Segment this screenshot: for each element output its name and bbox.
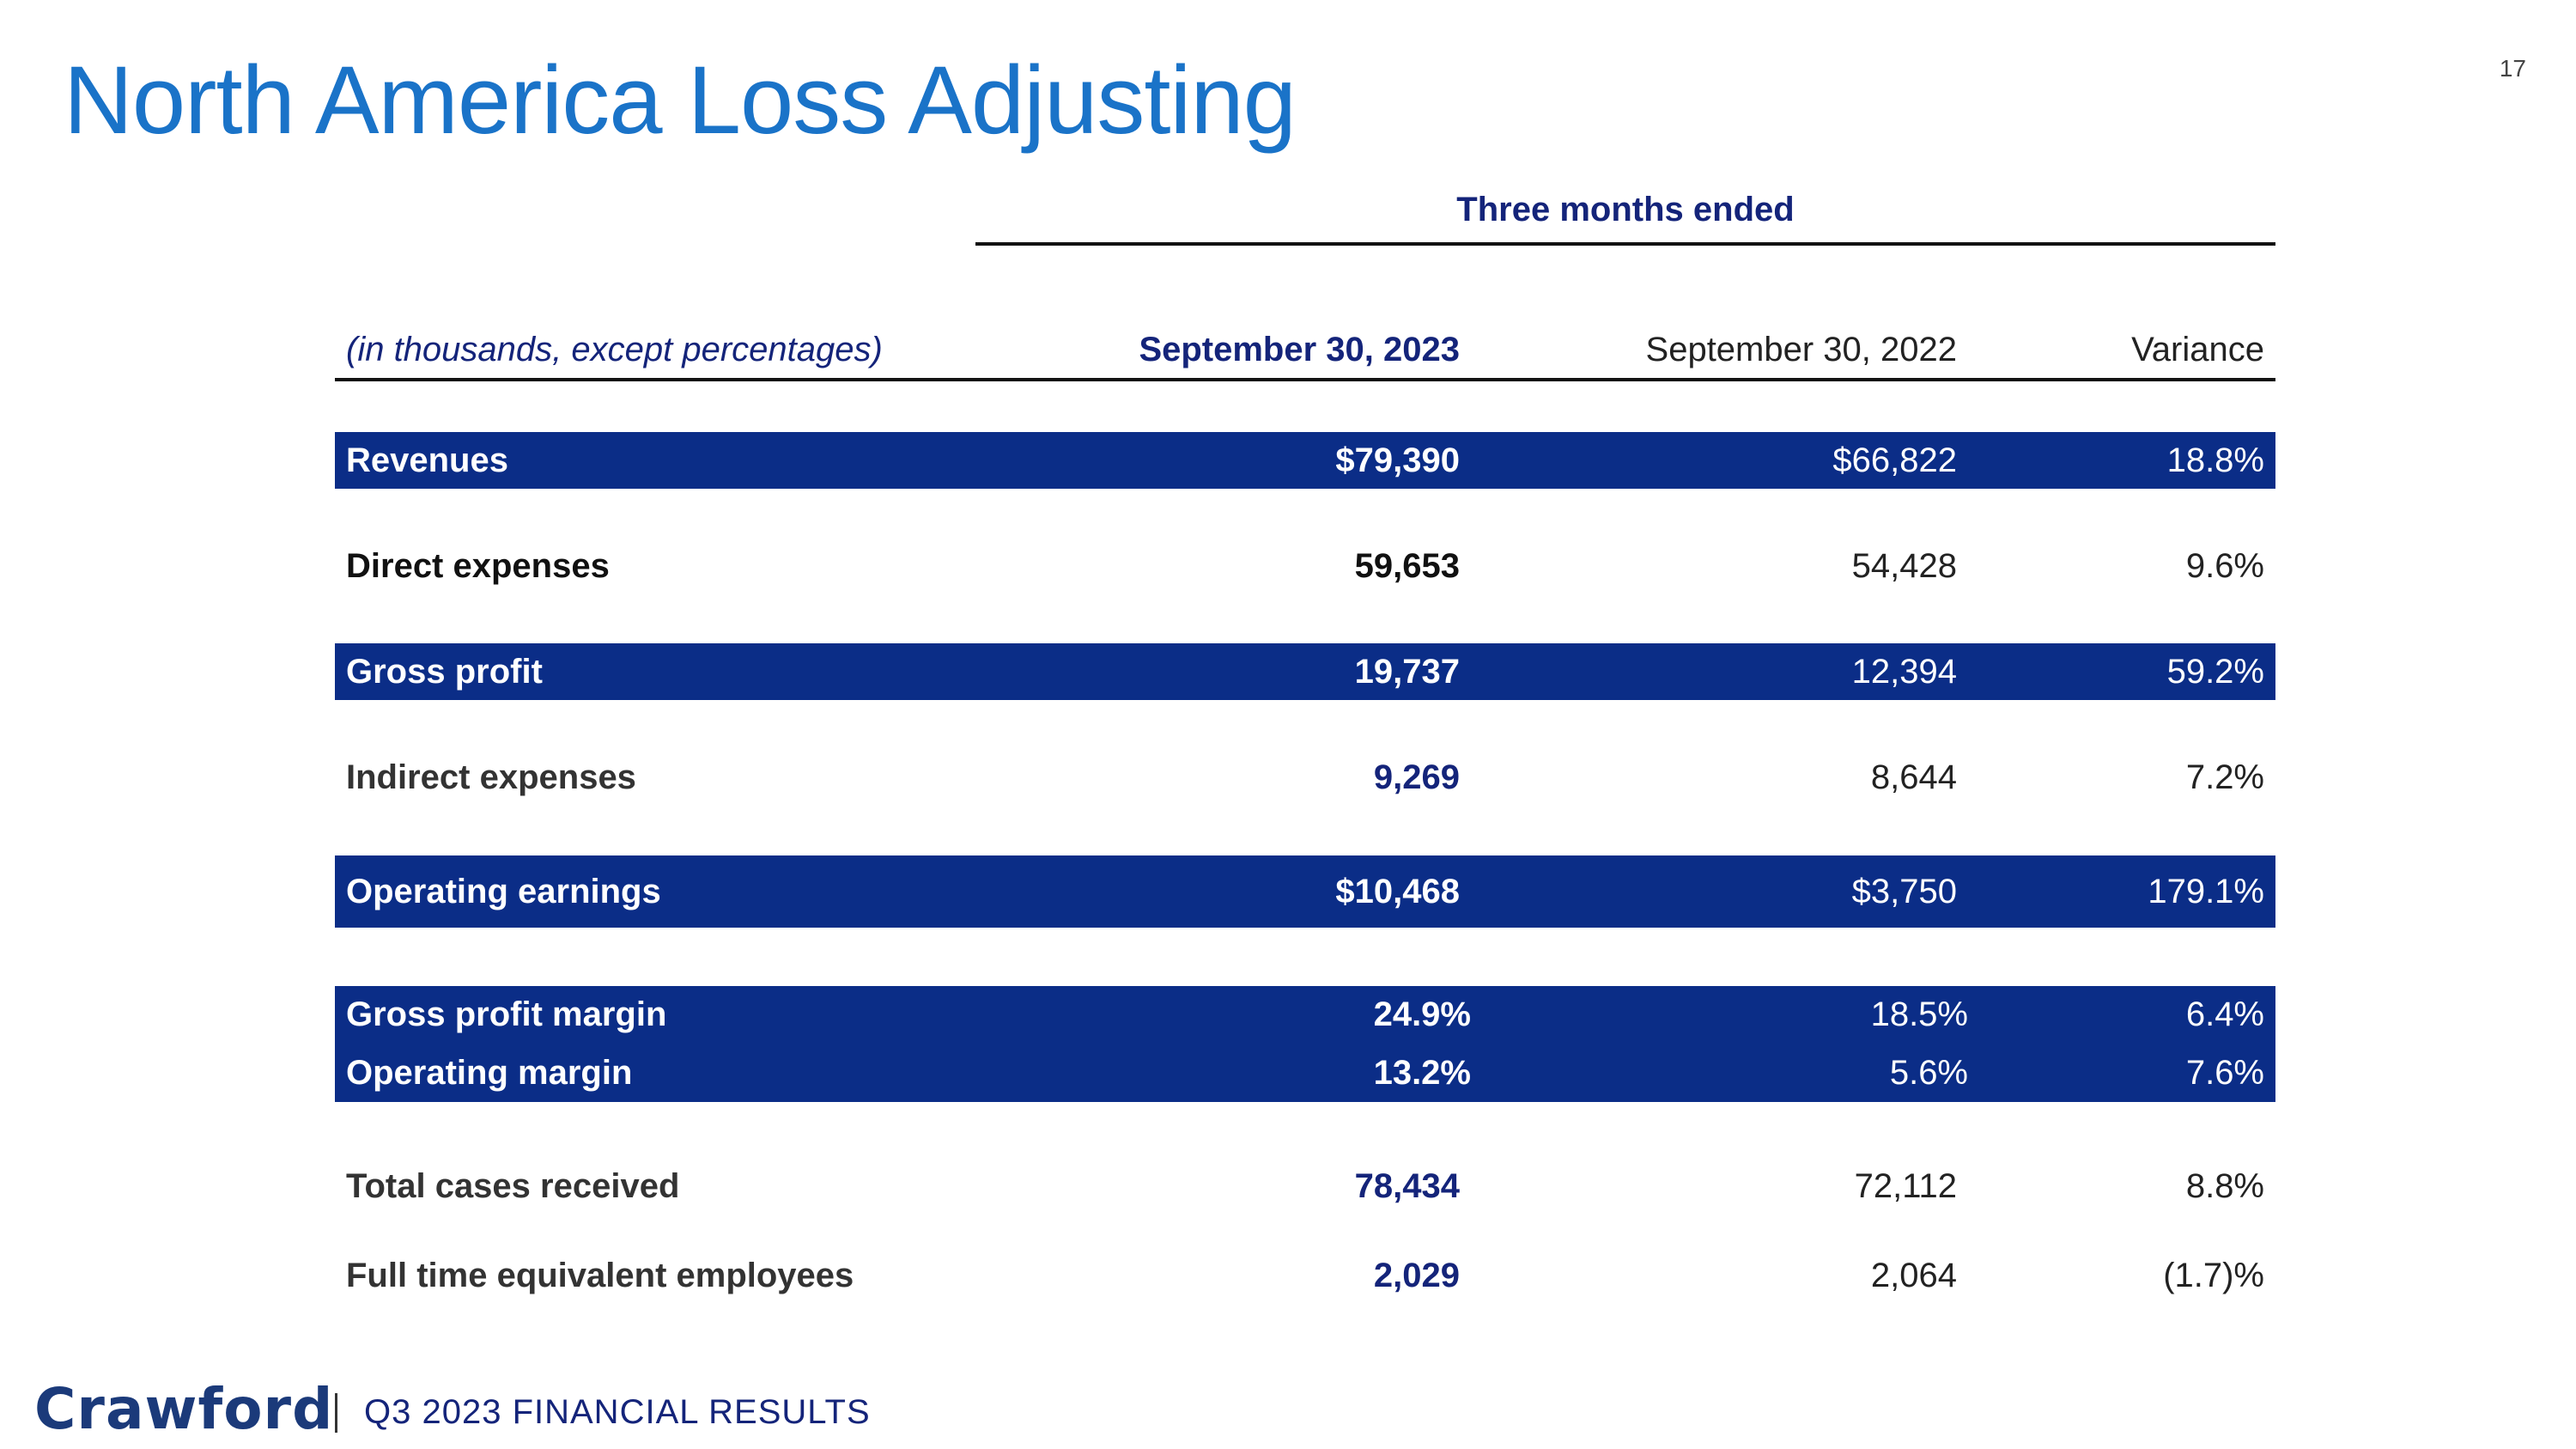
row-label: Gross profit margin: [346, 995, 667, 1033]
row-variance: 7.2%: [2185, 758, 2264, 796]
row-variance: 59.2%: [2166, 652, 2264, 691]
row-current: $10,468: [1335, 872, 1460, 910]
row-current: $79,390: [1335, 441, 1460, 479]
row-prior: 2,064: [1870, 1256, 1957, 1294]
row-variance: 179.1%: [2148, 872, 2264, 910]
row-current: 24.9%: [1373, 995, 1471, 1033]
row-current: 13.2%: [1373, 1053, 1471, 1092]
row-prior: $3,750: [1851, 872, 1957, 910]
page-title: North America Loss Adjusting: [64, 46, 1297, 154]
row-label: Direct expenses: [346, 546, 610, 585]
crawford-logo: Crawford: [34, 1376, 334, 1442]
header-variance: Variance: [2131, 330, 2264, 368]
row-label: Total cases received: [346, 1166, 680, 1205]
row-label: Gross profit: [346, 652, 543, 691]
row-current: 59,653: [1354, 546, 1460, 585]
row-prior: $66,822: [1832, 441, 1957, 479]
table-row-gross-profit-margin: Gross profit margin 24.9% 18.5% 6.4%: [335, 986, 2275, 1044]
table-row-fte-employees: Full time equivalent employees 2,029 2,0…: [335, 1247, 2275, 1304]
row-current: 2,029: [1373, 1256, 1460, 1294]
row-prior: 12,394: [1851, 652, 1957, 691]
header-label: (in thousands, except percentages): [346, 330, 883, 368]
table-row-total-cases: Total cases received 78,434 72,112 8.8%: [335, 1158, 2275, 1215]
table-row-revenues: Revenues $79,390 $66,822 18.8%: [335, 432, 2275, 489]
row-variance: (1.7)%: [2163, 1256, 2264, 1294]
table-row-gross-profit: Gross profit 19,737 12,394 59.2%: [335, 643, 2275, 700]
row-label: Indirect expenses: [346, 758, 636, 796]
row-variance: 8.8%: [2185, 1166, 2264, 1205]
row-label: Full time equivalent employees: [346, 1256, 854, 1294]
page-number: 17: [2499, 55, 2526, 82]
group-header-rule: [975, 242, 2275, 246]
row-prior: 8,644: [1870, 758, 1957, 796]
footer-divider: [335, 1393, 337, 1433]
row-label: Revenues: [346, 441, 508, 479]
row-label: Operating earnings: [346, 872, 661, 910]
row-variance: 18.8%: [2166, 441, 2264, 479]
table-row-indirect-expenses: Indirect expenses 9,269 8,644 7.2%: [335, 749, 2275, 806]
table-row-operating-margin: Operating margin 13.2% 5.6% 7.6%: [335, 1044, 2275, 1102]
row-prior: 72,112: [1854, 1166, 1957, 1205]
row-variance: 7.6%: [2185, 1053, 2264, 1092]
row-current: 19,737: [1354, 652, 1460, 691]
row-prior: 18.5%: [1870, 995, 1968, 1033]
row-prior: 5.6%: [1889, 1053, 1968, 1092]
row-current: 9,269: [1373, 758, 1460, 796]
margins-band: Gross profit margin 24.9% 18.5% 6.4% Ope…: [335, 986, 2275, 1102]
row-variance: 6.4%: [2185, 995, 2264, 1033]
table-header-row: (in thousands, except percentages) Septe…: [335, 320, 2275, 380]
group-header: Three months ended: [1456, 191, 1795, 228]
table-row-direct-expenses: Direct expenses 59,653 54,428 9.6%: [335, 538, 2275, 594]
header-current-period: September 30, 2023: [1139, 330, 1460, 368]
header-rule: [335, 378, 2275, 381]
row-current: 78,434: [1354, 1166, 1460, 1205]
row-variance: 9.6%: [2185, 546, 2264, 585]
header-prior-period: September 30, 2022: [1645, 330, 1957, 368]
table-row-operating-earnings: Operating earnings $10,468 $3,750 179.1%: [335, 855, 2275, 928]
row-prior: 54,428: [1851, 546, 1957, 585]
row-label: Operating margin: [346, 1053, 633, 1092]
footer-text: Q3 2023 FINANCIAL RESULTS: [364, 1393, 871, 1431]
